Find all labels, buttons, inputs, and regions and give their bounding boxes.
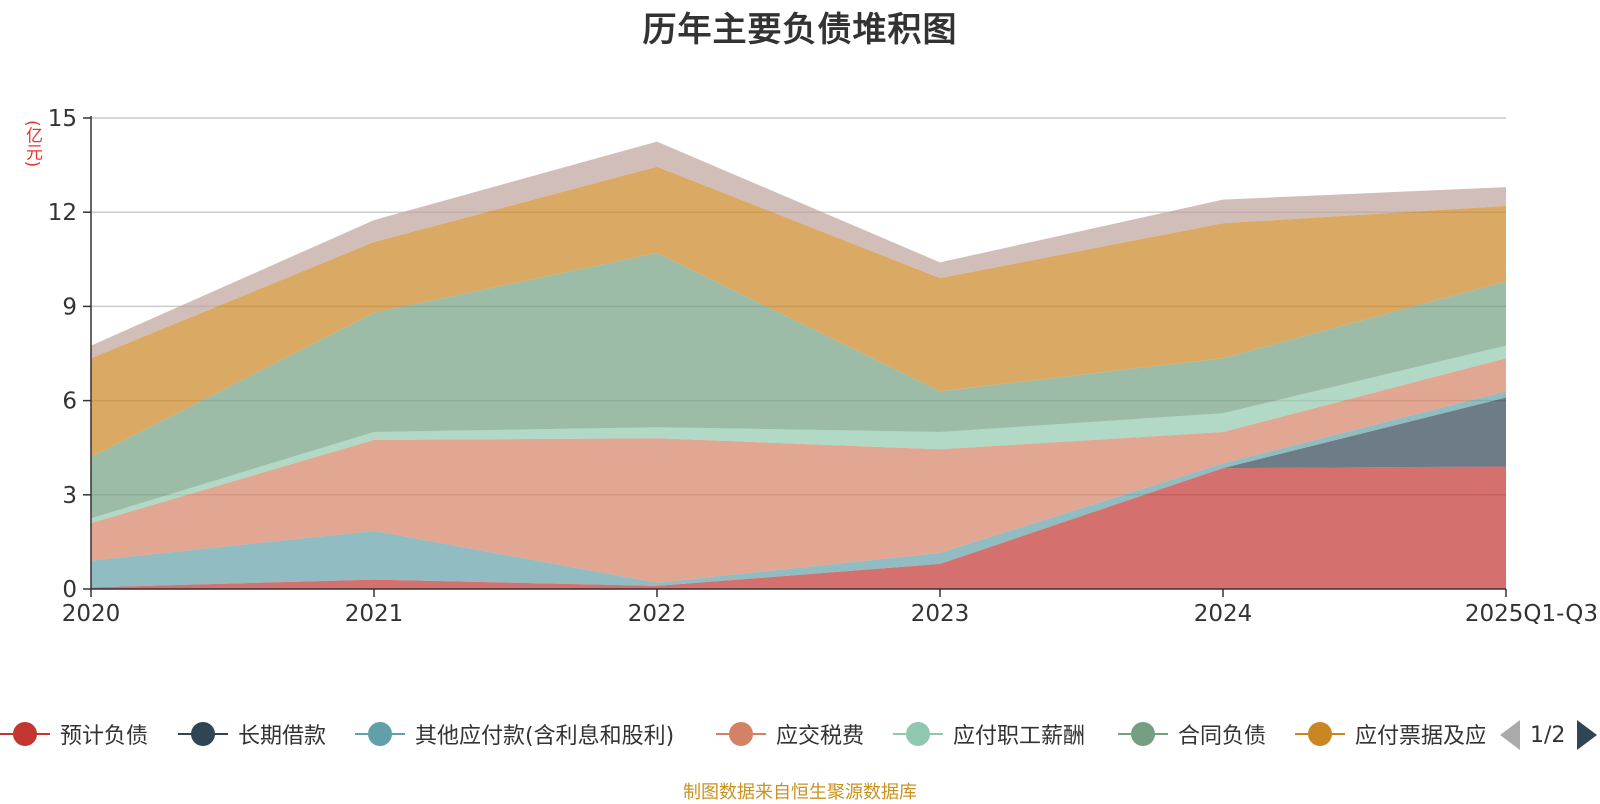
legend-pager: 1/2 [1500,718,1598,752]
legend-page-indicator: 1/2 [1530,722,1566,748]
y-tick-label: 6 [62,389,77,415]
legend-marker-icon [893,716,943,752]
y-tick-label: 0 [62,577,77,603]
legend-dot [1308,722,1332,746]
legend-label: 其他应付款(含利息和股利) [415,724,675,749]
x-tick-label: 2022 [628,601,687,627]
y-tick-label: 12 [48,200,77,226]
legend-dot [729,722,753,746]
legend-item-yingfupiaoju[interactable]: 应付票据及应付账款 [1295,716,1485,752]
legend-marker-icon [178,716,228,752]
y-axis-unit-label: (亿元) [22,120,42,168]
x-tick-label: 2024 [1194,601,1253,627]
legend: 预计负债 长期借款 其他应付款(含利息和股利) 应交税费 应付职工薪酬 [0,716,1600,752]
area-应交税费[interactable] [91,358,1506,583]
x-tick-label: 2025Q1-Q3 [1465,601,1598,627]
legend-dot [368,722,392,746]
pager-prev-arrow-icon[interactable] [1500,720,1520,750]
legend-item-yingfuzhigongxinchou[interactable]: 应付职工薪酬 [893,716,1085,752]
legend-dot [1131,722,1155,746]
legend-label: 应交税费 [776,724,865,749]
legend-item-changqijiekuan[interactable]: 长期借款 [178,716,326,752]
legend-marker-icon [716,716,766,752]
data-source-note: 制图数据来自恒生聚源数据库 [683,782,917,803]
legend-marker-icon [0,716,50,752]
area-series [91,141,1506,590]
legend-item-hetongfuzhai[interactable]: 合同负债 [1118,716,1266,752]
y-tick-label: 15 [48,106,77,132]
legend-label: 应付职工薪酬 [953,724,1086,749]
legend-marker-icon [1118,716,1168,752]
legend-item-yingjiaoshuifei[interactable]: 应交税费 [716,716,864,752]
x-tick-label: 2023 [911,601,970,627]
legend-label: 长期借款 [238,724,327,749]
area-应付职工薪酬[interactable] [91,345,1506,524]
legend-marker-icon [355,716,405,752]
chart-title: 历年主要负债堆积图 [642,10,958,50]
legend-dot [13,722,37,746]
legend-item-qitayingfukuan[interactable]: 其他应付款(含利息和股利) [355,716,674,752]
x-tick-label: 2021 [345,601,404,627]
legend-dot [191,722,215,746]
axes: 0 3 6 9 12 15 2020 2021 2022 2023 2024 2025Q1-Q3 [48,106,1598,627]
pager-next-arrow-icon[interactable] [1577,720,1598,750]
y-tick-label: 9 [62,294,77,320]
legend-marker-icon [1295,716,1345,752]
legend-dot [906,722,930,746]
area-合同负债[interactable] [91,253,1506,519]
area-其他应付款(含利息和股利)[interactable] [91,391,1506,588]
legend-item-yujifuzhai[interactable]: 预计负债 [0,716,148,752]
y-tick-label: 3 [62,483,77,509]
legend-label: 预计负债 [60,724,149,749]
legend-label: 合同负债 [1178,724,1267,749]
stacked-area-chart: 0 3 6 9 12 15 2020 2021 2022 2023 2024 2025Q1-Q3 [48,106,1598,627]
legend-label: 应付票据及应付账款 [1355,724,1485,749]
x-tick-label: 2020 [62,601,121,627]
area-应付票据及应付账款[interactable] [91,166,1506,458]
area-预计负债[interactable] [91,466,1506,590]
